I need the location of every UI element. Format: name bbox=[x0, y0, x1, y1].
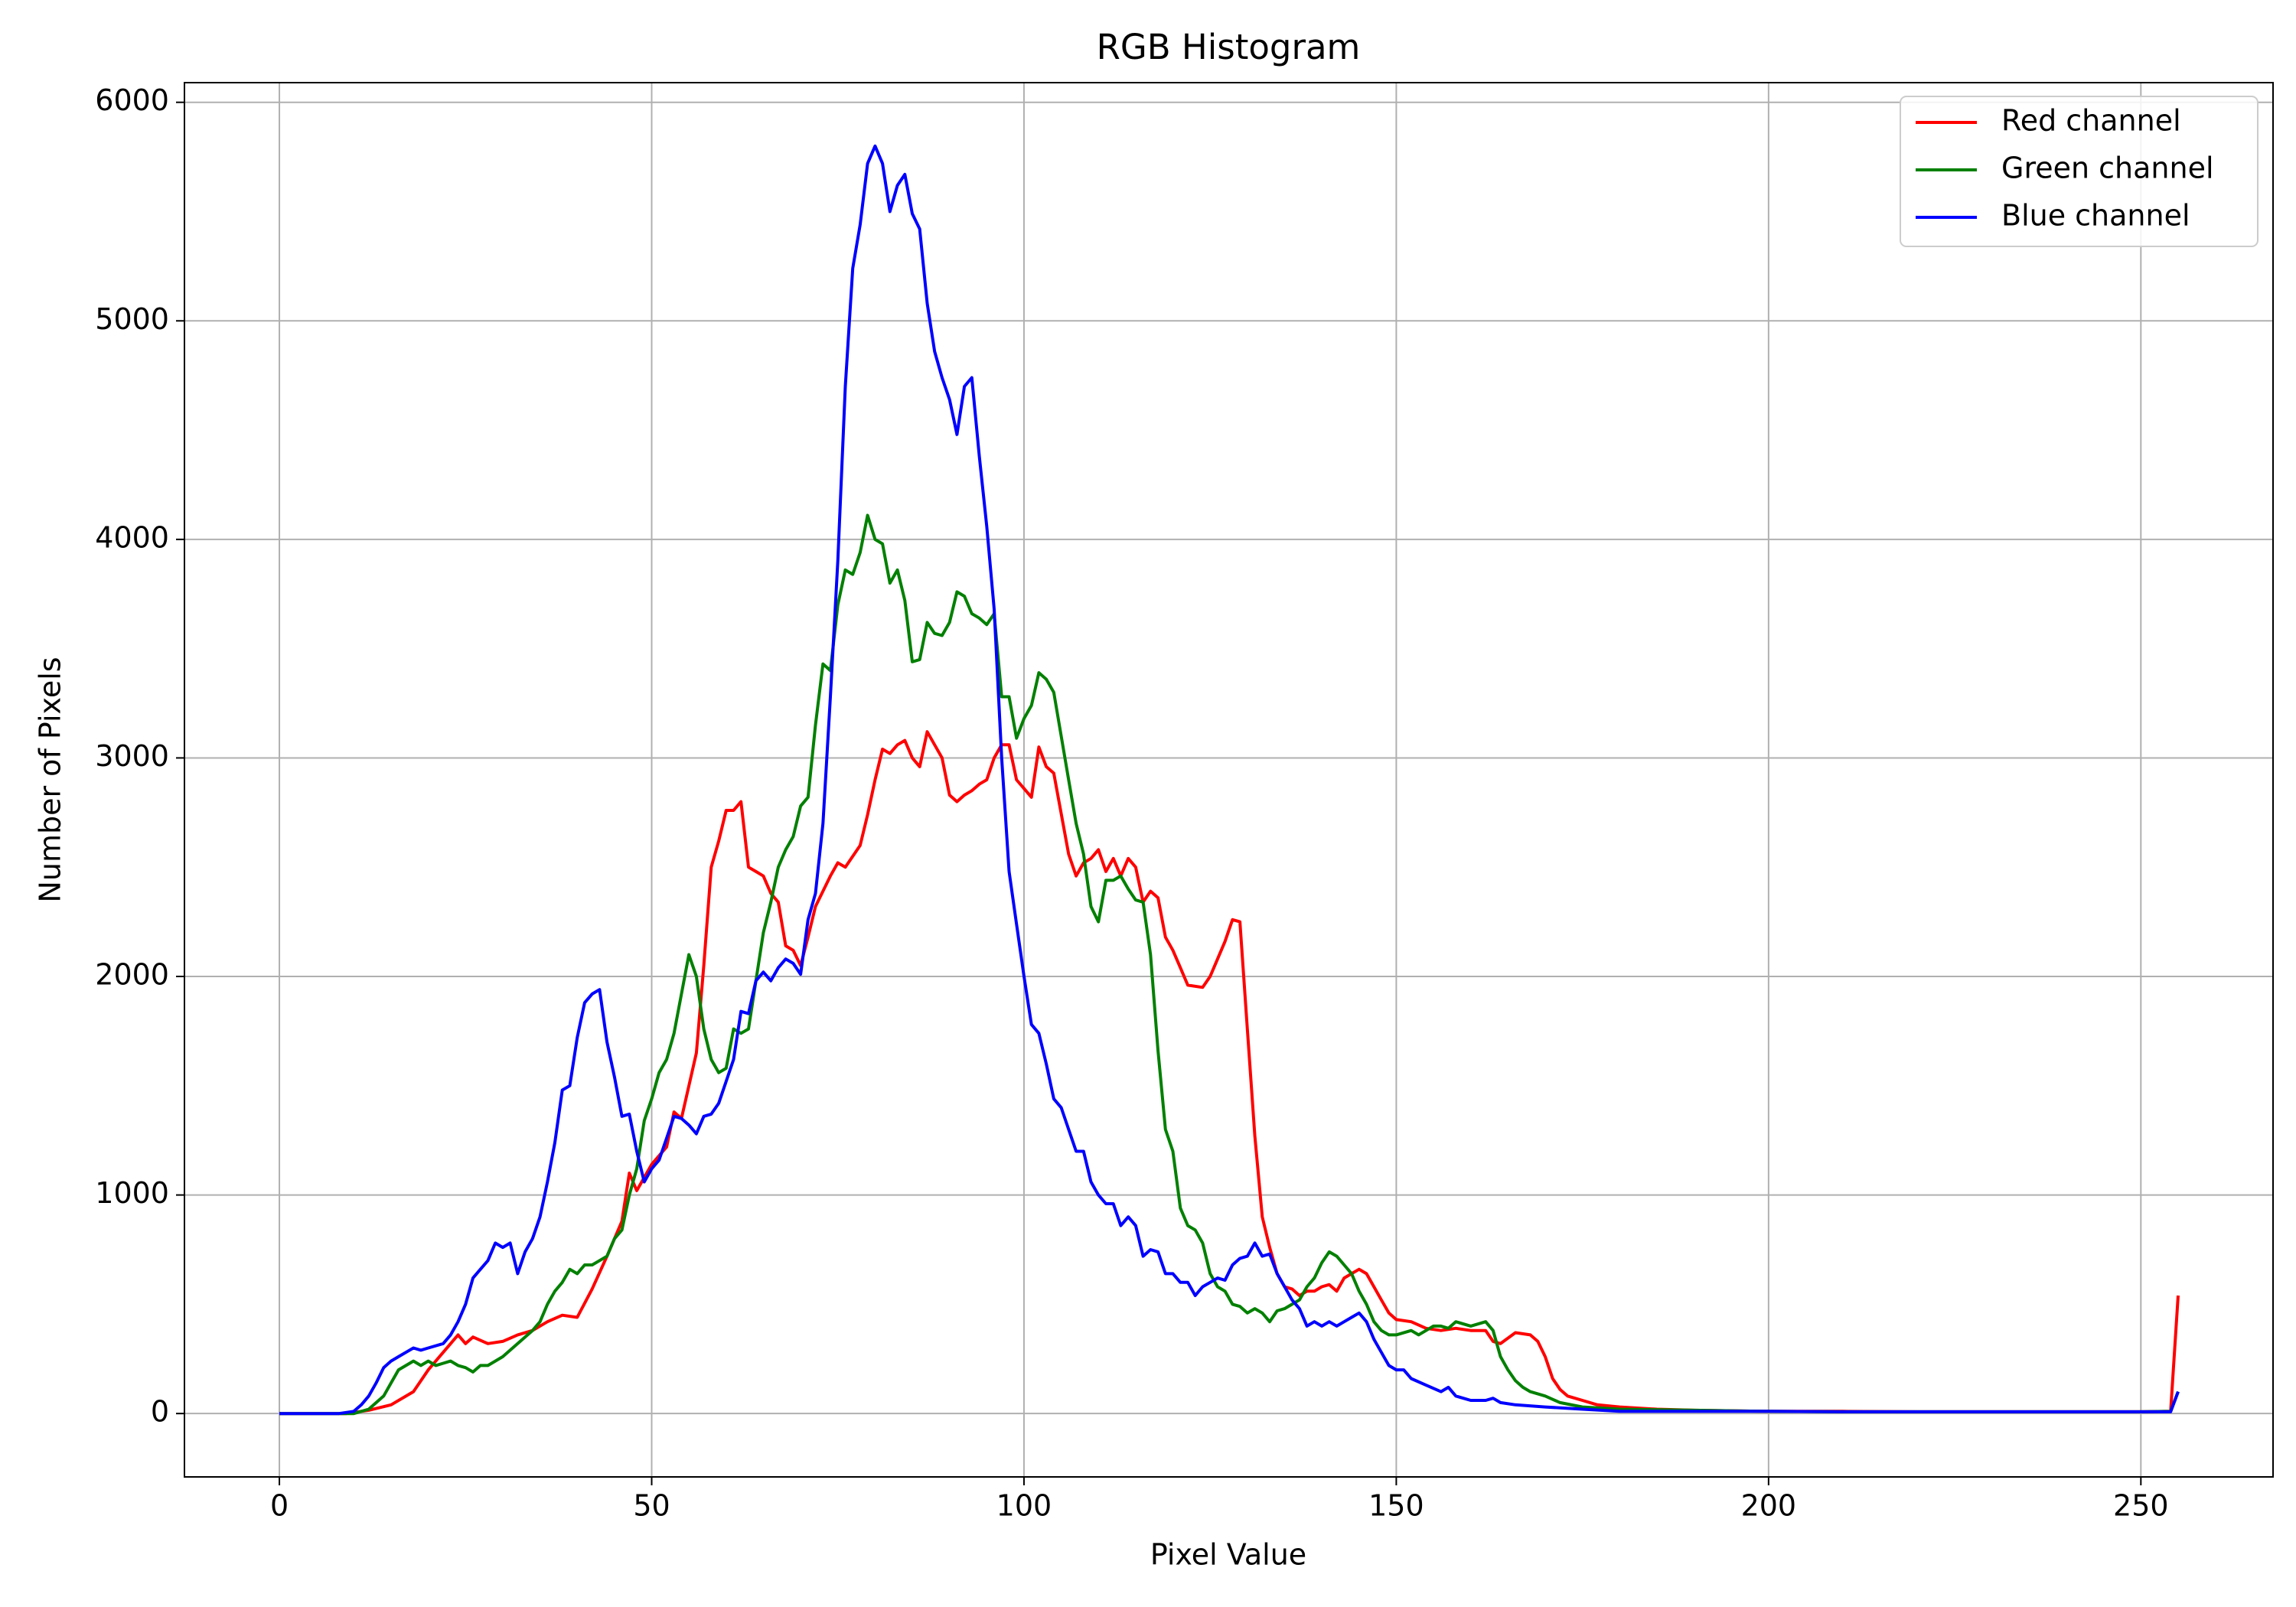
green-channel-line bbox=[279, 513, 2180, 1416]
blue-channel-line bbox=[279, 144, 2180, 1416]
x-tick-label: 200 bbox=[1741, 1489, 1797, 1523]
x-tick-label: 250 bbox=[2113, 1489, 2169, 1523]
y-tick-label: 3000 bbox=[95, 739, 169, 773]
y-tick-label: 2000 bbox=[95, 958, 169, 992]
plot-frame bbox=[184, 82, 2274, 1478]
legend-label-blue: Blue channel bbox=[2001, 199, 2190, 233]
axis-ticks: 0 50 100 150 200 250 0 1000 2000 3000 4000 5000 6000 bbox=[95, 83, 2168, 1522]
legend-label-green: Green channel bbox=[2001, 152, 2214, 185]
legend-label-red: Red channel bbox=[2001, 104, 2181, 138]
series-lines bbox=[279, 144, 2180, 1416]
x-tick-label: 50 bbox=[633, 1489, 670, 1523]
x-tick-label: 0 bbox=[270, 1489, 289, 1523]
y-tick-label: 4000 bbox=[95, 520, 169, 554]
legend: Red channel Green channel Blue channel bbox=[1900, 96, 2258, 247]
red-channel-line bbox=[279, 730, 2180, 1416]
x-axis-label: Pixel Value bbox=[1150, 1538, 1306, 1572]
legend-box bbox=[1900, 96, 2258, 247]
y-tick-label: 0 bbox=[151, 1395, 169, 1429]
y-tick-label: 5000 bbox=[95, 302, 169, 336]
grid-lines bbox=[184, 83, 2273, 1477]
x-tick-label: 150 bbox=[1368, 1489, 1424, 1523]
y-tick-label: 1000 bbox=[95, 1176, 169, 1210]
chart-title: RGB Histogram bbox=[1097, 27, 1361, 67]
y-tick-label: 6000 bbox=[95, 83, 169, 117]
y-axis-label: Number of Pixels bbox=[34, 657, 67, 902]
x-tick-label: 100 bbox=[996, 1489, 1052, 1523]
